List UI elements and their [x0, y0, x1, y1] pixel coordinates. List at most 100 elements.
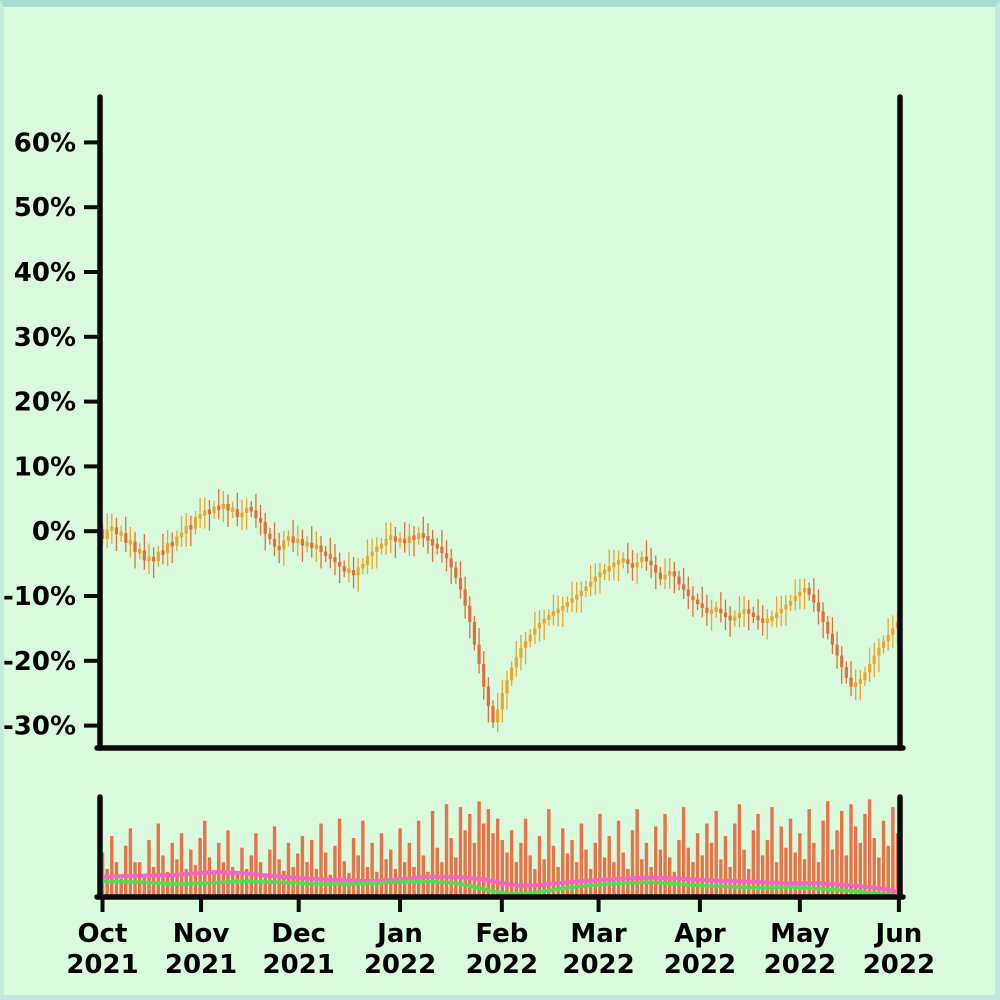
candle-body-down: [458, 577, 463, 590]
candle-body-up: [589, 581, 593, 587]
candle-body-up: [607, 566, 611, 572]
candle-body-down: [444, 553, 449, 559]
volume-bar: [416, 820, 421, 896]
candle-body-up: [854, 682, 858, 688]
candle-body-up: [742, 609, 746, 614]
volume-bar: [765, 839, 770, 896]
volume-bar: [719, 859, 723, 896]
candle-body-down: [217, 505, 221, 511]
candle-body-up: [584, 586, 588, 592]
candle-body-down: [412, 535, 416, 540]
candle-body-down: [449, 558, 453, 568]
volume-bar: [407, 842, 412, 896]
candle-wick: [710, 599, 713, 631]
volume-bar: [519, 842, 523, 896]
volume-bar: [300, 836, 305, 896]
candle-body-down: [161, 550, 165, 555]
candle-wick: [524, 631, 527, 665]
volume-bar: [630, 830, 635, 896]
candle-body-up: [877, 647, 881, 656]
candle-body-down: [403, 538, 407, 544]
candle-body-up: [523, 641, 528, 648]
candle-wick: [803, 578, 806, 609]
candle-body-up: [505, 680, 509, 694]
volume-bar: [142, 874, 147, 896]
y-tick-label: 20%: [14, 388, 76, 418]
volume-bar: [472, 842, 477, 896]
volume-bar: [124, 845, 128, 896]
candle-body-up: [537, 623, 542, 629]
volume-bar: [891, 807, 895, 896]
volume-bar: [821, 820, 825, 896]
volume-bar: [398, 828, 402, 896]
candle-body-down: [691, 595, 695, 601]
volume-bar: [770, 807, 774, 896]
volume-bar: [137, 862, 142, 896]
x-tick-month-label: Oct: [78, 919, 128, 949]
candle-body-up: [635, 562, 639, 568]
volume-bar: [356, 855, 360, 896]
volume-bar: [593, 842, 598, 896]
candle-wick: [701, 586, 703, 618]
candle-wick: [227, 494, 229, 527]
candle-body-down: [430, 538, 435, 546]
volume-bar: [272, 826, 277, 896]
candle-body-up: [375, 546, 379, 552]
candle-wick: [199, 497, 201, 528]
volume-bar: [714, 810, 718, 896]
candle-body-up: [314, 544, 318, 550]
candle-body-up: [784, 604, 788, 610]
candle-body-down: [747, 609, 751, 614]
candle-body-up: [365, 555, 370, 565]
candle-body-up: [119, 531, 123, 537]
candle-body-down: [342, 566, 346, 572]
volume-bar: [863, 813, 867, 896]
candle-body-down: [435, 543, 439, 549]
volume-bar: [351, 838, 356, 896]
x-tick-month-label: Nov: [173, 919, 230, 949]
volume-bar: [835, 830, 839, 896]
volume-bar: [816, 862, 821, 896]
volume-bar: [193, 865, 198, 896]
volume-bar: [528, 855, 532, 896]
volume-bar: [509, 830, 514, 896]
candle-body-down: [124, 533, 128, 543]
volume-bar: [677, 839, 681, 896]
x-tick-year-label: 2021: [66, 950, 138, 980]
candle-body-down: [170, 541, 174, 547]
candle-wick: [766, 608, 768, 640]
candle-body-down: [226, 503, 230, 511]
candle-body-up: [110, 526, 114, 531]
volume-bar: [533, 868, 537, 896]
candle-body-up: [788, 600, 793, 606]
volume-bar: [858, 842, 863, 896]
volume-bar: [658, 849, 663, 896]
volume-bar: [263, 876, 267, 896]
candle-body-up: [296, 538, 300, 544]
candle-wick: [543, 609, 545, 641]
volume-bar: [147, 839, 151, 896]
candle-body-up: [863, 672, 867, 681]
volume-bar: [607, 836, 611, 896]
volume-bar: [435, 847, 439, 896]
volume-bar: [561, 828, 565, 896]
volume-bar: [207, 857, 212, 896]
x-tick-year-label: 2022: [364, 950, 436, 980]
candle-wick: [775, 596, 778, 628]
candle-wick: [152, 547, 155, 578]
volume-bar: [384, 859, 388, 896]
candle-body-down: [812, 594, 816, 603]
candle-body-up: [510, 667, 514, 681]
candle-wick: [180, 516, 183, 547]
candle-body-down: [268, 533, 272, 539]
volume-ma-green-line: [100, 879, 900, 897]
candles-layer: [100, 489, 900, 732]
y-tick-label: 50%: [14, 193, 76, 223]
volume-bar: [570, 839, 574, 896]
candle-body-up: [868, 664, 872, 673]
volume-bar: [844, 855, 849, 896]
volume-bar: [849, 804, 853, 896]
candle-body-down: [463, 589, 467, 606]
volume-bar: [482, 823, 486, 896]
candle-body-up: [709, 609, 714, 614]
